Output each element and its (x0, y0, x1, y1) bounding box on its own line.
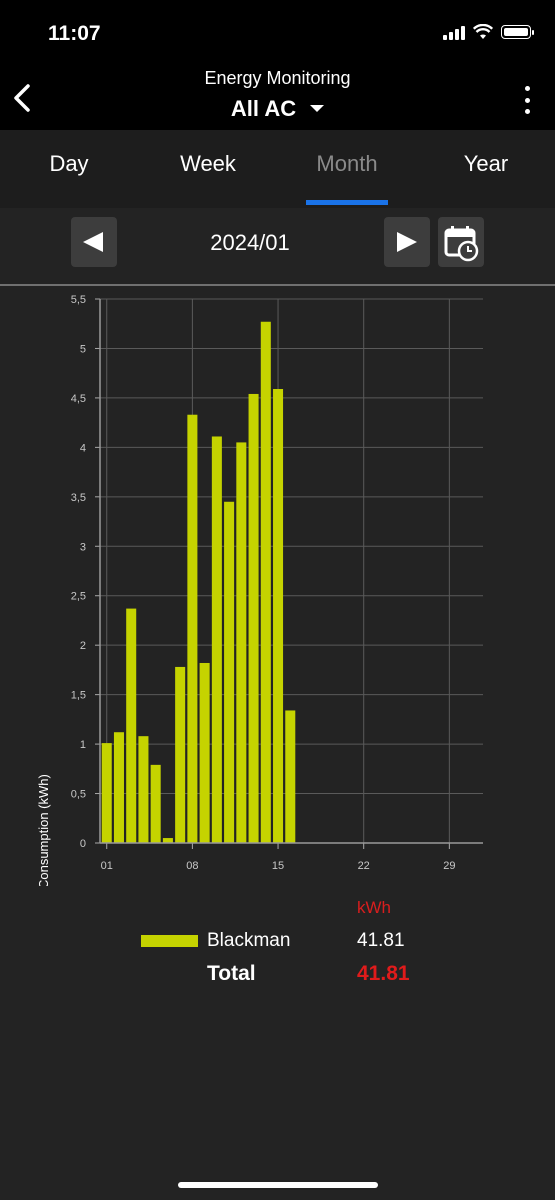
bar-day-15 (273, 389, 284, 843)
tab-week[interactable]: Week (180, 151, 236, 176)
status-time: 11:07 (48, 22, 101, 45)
bar-day-1 (101, 743, 112, 843)
tab-day[interactable]: Day (49, 151, 89, 176)
y-tick-labels: 0 0,5 1 1,5 2 2,5 3 3,5 4 4,5 5 5,5 (71, 294, 86, 850)
bar-day-11 (224, 501, 235, 843)
bar-day-10 (211, 436, 222, 843)
legend-series-value: 41.81 (357, 930, 405, 951)
current-period-label: 2024/01 (210, 230, 290, 255)
tab-year[interactable]: Year (463, 151, 509, 176)
x-tick-label: 01 (101, 860, 113, 872)
unit-label: kWh (357, 898, 391, 917)
y-tick-label: 1,5 (71, 690, 86, 702)
previous-period-button[interactable] (71, 217, 117, 267)
signal-icon (443, 24, 465, 40)
ac-selector-label: All AC (230, 96, 297, 121)
y-tick-label: 0,5 (71, 789, 86, 801)
bar-day-4 (138, 736, 149, 843)
chart-bars (101, 321, 296, 843)
total-label: Total (207, 962, 256, 985)
y-tick-label: 5 (80, 343, 86, 355)
battery-icon (501, 25, 534, 39)
arrow-right-icon (397, 232, 417, 252)
legend-series-name: Blackman (207, 930, 291, 951)
y-axis-label: Energy Consumption (kWh) (36, 774, 51, 886)
more-options-icon[interactable] (523, 86, 531, 114)
x-tick-label: 22 (358, 860, 370, 872)
date-navigator: 2024/01 (0, 208, 555, 286)
ac-selector[interactable]: All AC (0, 96, 555, 122)
bar-day-3 (126, 608, 137, 843)
y-tick-label: 4 (80, 442, 86, 454)
y-tick-label: 4,5 (71, 393, 86, 405)
calendar-clock-icon (444, 226, 479, 262)
wifi-icon (473, 24, 493, 39)
legend-swatch (141, 935, 198, 947)
caret-down-icon (310, 104, 325, 112)
bar-day-2 (113, 732, 124, 843)
x-tick-label: 08 (186, 860, 198, 872)
bar-day-14 (260, 321, 271, 843)
top-bar: 11:07 Energy Monitoring All AC (0, 0, 555, 130)
calendar-button[interactable] (438, 217, 484, 267)
x-tick-labels: 01 08 15 22 29 (101, 860, 456, 872)
period-tabs: Day Week Month Year (0, 130, 555, 209)
bar-day-12 (236, 442, 247, 843)
bar-day-6 (162, 838, 173, 843)
y-tick-label: 2,5 (71, 591, 86, 603)
page-title: Energy Monitoring (204, 68, 351, 88)
y-tick-label: 1 (80, 739, 86, 751)
bar-day-13 (248, 393, 259, 843)
bar-day-9 (199, 662, 210, 843)
y-tick-label: 3 (80, 541, 86, 553)
total-value: 41.81 (357, 962, 410, 985)
y-tick-label: 2 (80, 640, 86, 652)
tab-month[interactable]: Month (316, 151, 378, 176)
y-tick-label: 3,5 (71, 492, 86, 504)
status-icons (443, 24, 534, 40)
chart-axes (95, 298, 483, 849)
bar-day-5 (150, 764, 161, 843)
bar-day-8 (187, 414, 198, 843)
active-tab-indicator (306, 200, 388, 205)
bar-day-7 (175, 666, 186, 843)
home-indicator[interactable] (178, 1182, 378, 1188)
y-tick-label: 5,5 (71, 294, 86, 306)
arrow-left-icon (83, 232, 103, 252)
x-tick-label: 15 (272, 860, 284, 872)
next-period-button[interactable] (384, 217, 430, 267)
energy-bar-chart: 0 0,5 1 1,5 2 2,5 3 3,5 4 4,5 5 5,5 01 08 15 22 29 Ener… (36, 294, 483, 886)
back-arrow-icon[interactable] (8, 80, 38, 116)
bar-day-16 (285, 710, 296, 843)
x-tick-label: 29 (443, 860, 455, 872)
y-tick-label: 0 (80, 838, 86, 850)
